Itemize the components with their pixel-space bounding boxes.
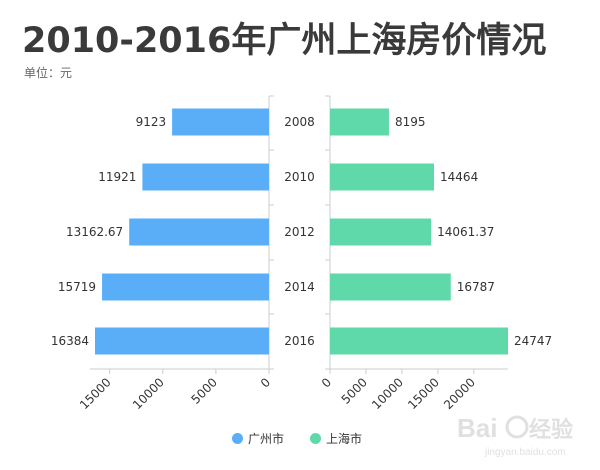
bar-shanghai — [330, 108, 389, 136]
left-value-tick-label: 15000 — [77, 375, 114, 412]
value-label-shanghai: 16787 — [457, 280, 495, 294]
legend-marker-guangzhou — [232, 432, 243, 444]
watermark-paw-icon — [505, 415, 529, 439]
chart-title: 2010-2016年广州上海房价情况 — [22, 21, 547, 61]
value-label-guangzhou: 16384 — [51, 334, 89, 348]
bar-shanghai — [330, 163, 435, 191]
value-label-guangzhou: 15719 — [58, 280, 96, 294]
bar-shanghai — [330, 273, 451, 301]
bar-shanghai — [330, 218, 432, 246]
unit-label: 单位：元 — [24, 66, 73, 80]
value-label-guangzhou: 9123 — [136, 115, 167, 129]
value-label-guangzhou: 13162.67 — [66, 225, 123, 239]
bar-guangzhou — [142, 163, 269, 191]
category-label: 2010 — [284, 170, 315, 184]
bar-guangzhou — [102, 273, 269, 301]
left-value-tick-label: 0 — [258, 375, 273, 390]
value-label-shanghai: 14061.37 — [437, 225, 494, 239]
value-label-shanghai: 24747 — [514, 334, 552, 348]
legend-marker-shanghai — [310, 432, 321, 444]
right-value-tick-label: 15000 — [405, 375, 442, 412]
baidu-jingyan-watermark: Bai 经验 jingyan.baidu.com — [457, 413, 573, 458]
legend-label-guangzhou: 广州市 — [248, 431, 285, 446]
bar-guangzhou — [172, 108, 269, 136]
right-value-tick-label: 10000 — [369, 375, 406, 412]
bar-shanghai — [330, 327, 508, 355]
bar-guangzhou — [95, 327, 269, 355]
legend-label-shanghai: 上海市 — [326, 431, 363, 446]
svg-text:经验: 经验 — [529, 417, 573, 443]
category-label: 2016 — [284, 334, 315, 348]
right-value-tick-label: 0 — [319, 375, 334, 390]
category-label: 2012 — [284, 225, 315, 239]
left-value-tick-label: 10000 — [130, 375, 167, 412]
legend-item-shanghai[interactable]: 上海市 — [310, 428, 362, 448]
value-label-shanghai: 8195 — [395, 115, 426, 129]
category-label: 2014 — [284, 280, 315, 294]
value-label-guangzhou: 11921 — [98, 170, 136, 184]
legend-item-guangzhou[interactable]: 广州市 — [232, 428, 284, 448]
bar-guangzhou — [129, 218, 269, 246]
category-label: 2008 — [284, 115, 315, 129]
left-value-tick-label: 5000 — [189, 375, 220, 406]
watermark-logo-text: Bai — [457, 413, 497, 443]
right-value-tick-label: 5000 — [339, 375, 370, 406]
chart-legend: 广州市 上海市 — [0, 428, 600, 448]
svg-text:jingyan.baidu.com: jingyan.baidu.com — [484, 447, 566, 458]
value-label-shanghai: 14464 — [440, 170, 478, 184]
